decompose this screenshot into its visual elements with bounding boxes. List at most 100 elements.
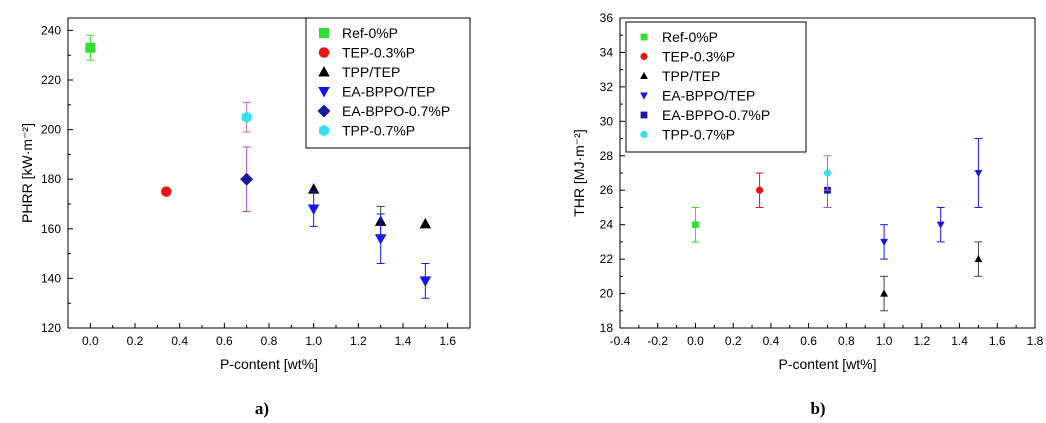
data-point <box>419 217 432 229</box>
data-point <box>692 221 699 229</box>
legend-box <box>625 21 807 153</box>
data-point <box>936 221 945 229</box>
series-TPP/TEP <box>307 183 432 237</box>
x-tick-label: 1.0 <box>876 334 893 348</box>
series-EA-BPPO/TEP <box>307 191 432 299</box>
data-point <box>374 234 387 245</box>
legend-marker <box>640 71 648 80</box>
legend-marker <box>640 92 648 100</box>
legend-label: TEP-0.3%P <box>662 49 735 65</box>
legend-marker <box>640 52 648 61</box>
y-tick-label: 200 <box>41 123 61 137</box>
legend-marker <box>640 130 648 139</box>
series-Ref-0%P <box>691 206 700 243</box>
x-tick-label: 0.0 <box>82 334 99 348</box>
x-tick-label: 0.2 <box>725 334 742 348</box>
series-TPP-0.7%P <box>241 101 252 133</box>
data-point <box>880 238 889 246</box>
legend-label: EA-BPPO-0.7%P <box>342 103 450 119</box>
y-tick-label: 18 <box>600 321 614 335</box>
legend-marker <box>319 28 329 38</box>
x-tick-label: 1.2 <box>350 334 367 348</box>
legend-label: TPP/TEP <box>342 64 400 80</box>
x-tick-label: 0.4 <box>171 334 188 348</box>
x-tick-label: 1.6 <box>439 334 456 348</box>
data-point <box>880 289 889 297</box>
x-tick-label: 0.8 <box>838 334 855 348</box>
panel-label: a) <box>255 399 269 418</box>
data-point <box>240 172 254 186</box>
y-axis-title: THR [MJ·m⁻²] <box>571 129 587 216</box>
legend-label: EA-BPPO/TEP <box>662 88 755 104</box>
data-point <box>756 186 764 194</box>
legend-label: TPP-0.7%P <box>662 127 735 143</box>
data-point <box>974 255 983 263</box>
legend-label: EA-BPPO/TEP <box>342 84 435 100</box>
legend-marker <box>318 47 330 58</box>
data-point <box>161 186 172 197</box>
x-tick-label: 0.6 <box>800 334 817 348</box>
x-tick-label: 1.0 <box>305 334 322 348</box>
legend: Ref-0%P TEP-0.3%P TPP/TEP EA-BPPO/TEP EA-BPP… <box>305 17 471 149</box>
y-tick-label: 26 <box>600 183 614 197</box>
series-EA-BPPO/TEP <box>880 138 983 260</box>
x-tick-label: -0.2 <box>647 334 668 348</box>
x-tick-label: 1.4 <box>395 334 412 348</box>
y-tick-label: 24 <box>600 218 614 232</box>
data-point <box>823 169 832 177</box>
x-tick-label: 1.4 <box>951 334 968 348</box>
series-TPP/TEP <box>880 241 983 312</box>
y-tick-label: 30 <box>600 114 614 128</box>
chart-a: 0.0 0.2 0.4 0.6 0.8 1.0 1.2 1.4 1.6 120 140 160 180 2… <box>19 17 471 418</box>
data-point <box>307 204 320 215</box>
y-tick-label: 32 <box>600 80 614 94</box>
legend-marker <box>318 66 330 77</box>
legend-marker <box>318 87 330 98</box>
legend-marker <box>640 111 648 119</box>
legend-label: EA-BPPO-0.7%P <box>662 107 770 123</box>
x-tick-label: 1.2 <box>913 334 930 348</box>
legend-marker <box>319 124 329 137</box>
y-tick-label: 28 <box>600 149 614 163</box>
legend-box <box>305 17 471 149</box>
legend-label: TEP-0.3%P <box>342 45 415 61</box>
x-tick-label: 0.6 <box>216 334 233 348</box>
series-TEP-0.3%P <box>755 172 764 208</box>
series-TEP-0.3%P <box>161 186 172 197</box>
series-EA-BPPO-0.7%P <box>240 146 254 212</box>
x-tick-label: 0.2 <box>127 334 144 348</box>
y-tick-label: 140 <box>41 271 61 285</box>
y-axis-title: PHRR [kW·m⁻²] <box>19 123 35 223</box>
legend-label: TPP-0.7%P <box>342 123 415 139</box>
y-tick-label: 160 <box>41 222 61 236</box>
panel-label: b) <box>810 399 825 418</box>
x-tick-label: -0.4 <box>610 334 631 348</box>
data-point <box>85 42 96 53</box>
x-tick-label: 1.6 <box>989 334 1006 348</box>
series-Ref-0%P <box>85 34 96 61</box>
y-tick-label: 22 <box>600 252 614 266</box>
data-point <box>974 169 983 178</box>
y-tick-label: 180 <box>41 172 61 186</box>
x-tick-label: 0.8 <box>261 334 278 348</box>
y-tick-label: 34 <box>600 45 614 59</box>
legend-label: Ref-0%P <box>342 25 398 41</box>
y-tick-label: 36 <box>600 11 614 25</box>
chart-b: -0.4 -0.2 0.0 0.2 0.4 0.6 0.8 1.0 1.2 1.4 1.6 1.8 18… <box>571 11 1044 418</box>
data-point <box>241 111 252 123</box>
series-TPP-0.7%P <box>823 155 832 191</box>
legend-marker <box>640 33 648 41</box>
data-point <box>307 183 320 194</box>
data-point <box>419 276 432 287</box>
x-tick-label: 0.4 <box>763 334 780 348</box>
legend-marker <box>317 104 331 118</box>
y-tick-label: 220 <box>41 73 61 87</box>
legend-label: TPP/TEP <box>662 68 720 84</box>
legend-label: Ref-0%P <box>662 29 718 45</box>
x-axis-title: P-content [wt%] <box>778 356 876 372</box>
legend: Ref-0%P TEP-0.3%P TPP/TEP EA-BPPO/TEP EA-BPP… <box>625 21 807 153</box>
y-tick-label: 20 <box>600 287 614 301</box>
x-tick-label: 0.0 <box>687 334 704 348</box>
x-axis-title: P-content [wt%] <box>220 356 318 372</box>
